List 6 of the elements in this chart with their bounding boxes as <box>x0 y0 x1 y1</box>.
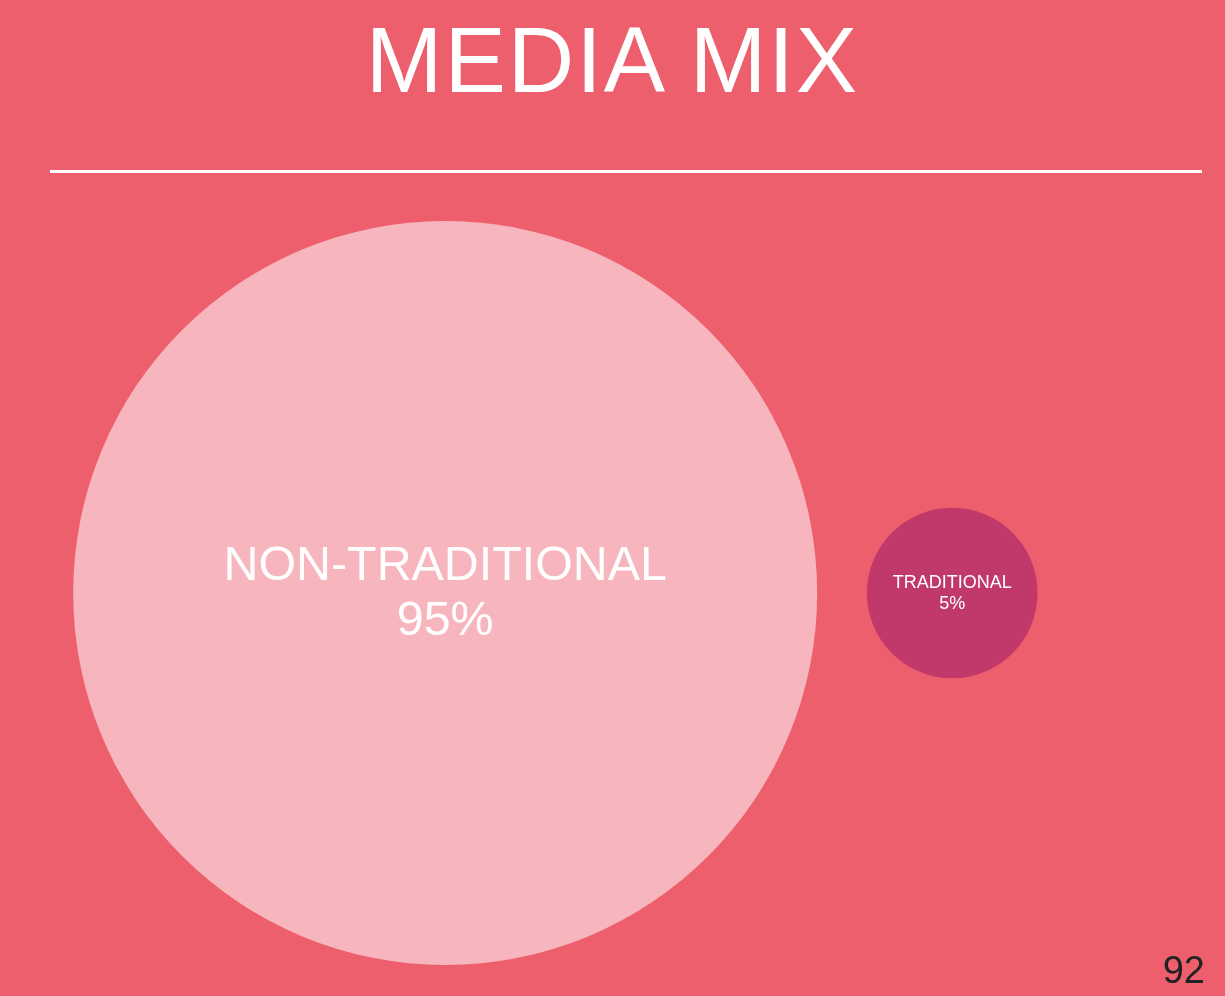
category-label: NON-TRADITIONAL <box>223 535 667 590</box>
text: MEDIA MIX <box>364 8 861 113</box>
data-label: 5% <box>939 592 966 613</box>
data-label: 95% <box>396 591 494 646</box>
text: 92 <box>1162 949 1205 992</box>
category-label: TRADITIONAL <box>892 572 1012 593</box>
